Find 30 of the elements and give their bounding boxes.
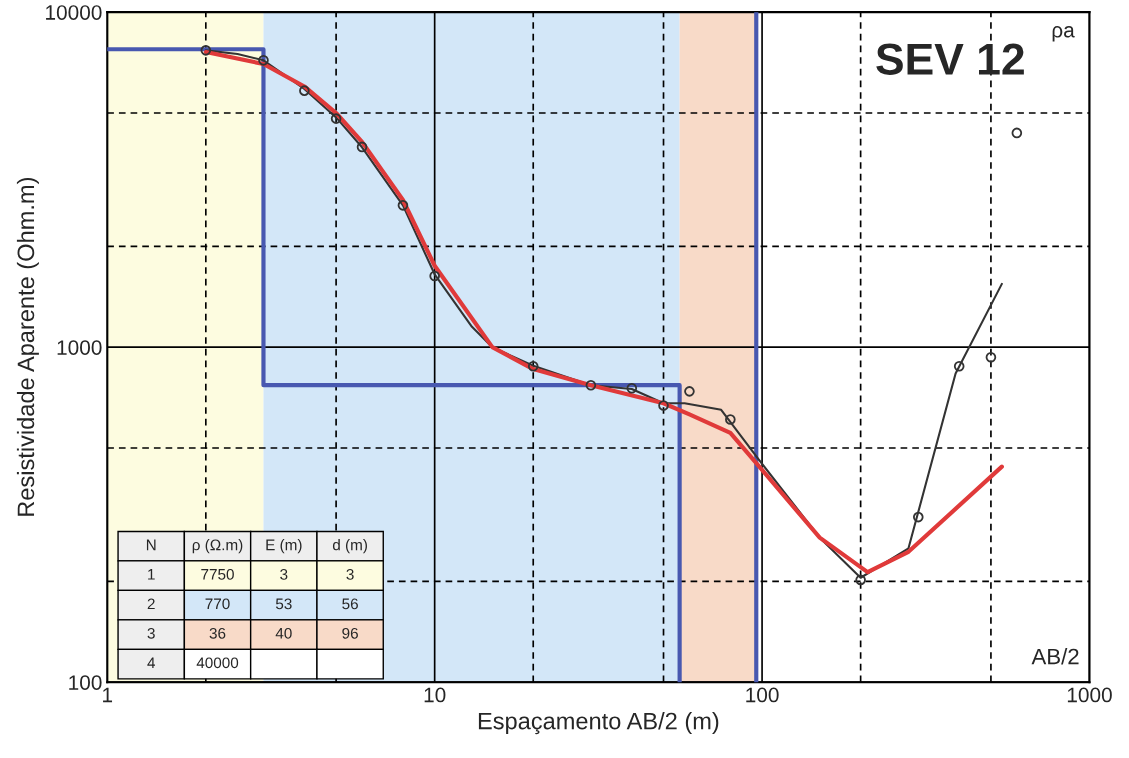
annotation: 36 bbox=[209, 627, 226, 639]
annotation: AB/2 bbox=[1031, 648, 1079, 665]
y-tick-label: 10000 bbox=[46, 5, 102, 20]
annotation: 4 bbox=[147, 657, 156, 669]
annotation: 2 bbox=[147, 598, 155, 610]
annotation: E (m) bbox=[266, 539, 302, 554]
annotation: N bbox=[146, 539, 156, 551]
annotation: ρ (Ω.m) bbox=[192, 539, 243, 554]
x-tick-label: 100 bbox=[746, 687, 779, 703]
annotation: ρa bbox=[1052, 26, 1075, 42]
annotation: d (m) bbox=[332, 539, 367, 554]
annotation: 1 bbox=[148, 569, 155, 580]
x-axis-title: Espaçamento AB/2 (m) bbox=[478, 712, 719, 735]
y-axis-title: Resistividade Aparente (Ohm.m) bbox=[16, 178, 39, 516]
x-tick-label: 10 bbox=[424, 687, 446, 703]
annotation: 40 bbox=[275, 627, 292, 639]
y-tick-label: 100 bbox=[69, 675, 102, 690]
annotation: 53 bbox=[275, 598, 292, 610]
annotation: 56 bbox=[342, 598, 358, 610]
annotation: 3 bbox=[280, 568, 288, 580]
annotation: 40000 bbox=[196, 657, 239, 669]
annotation: 3 bbox=[346, 568, 354, 580]
x-tick-label: 1 bbox=[103, 687, 113, 703]
y-tick-label: 1000 bbox=[57, 340, 102, 355]
x-tick-label: 1000 bbox=[1067, 687, 1112, 703]
annotation: 3 bbox=[147, 627, 155, 639]
annotation: 96 bbox=[342, 627, 358, 639]
text: SEV 12 bbox=[876, 43, 1024, 75]
annotation: 7750 bbox=[201, 568, 234, 580]
annotation: 770 bbox=[205, 598, 230, 610]
